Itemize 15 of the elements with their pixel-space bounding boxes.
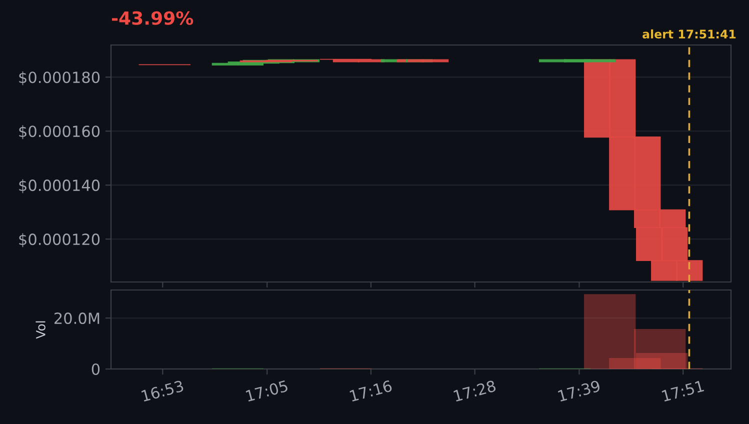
y-tick-label: $0.000140 xyxy=(19,179,100,194)
x-tick-label: 16:53 xyxy=(141,380,184,402)
x-tick-label: 17:28 xyxy=(453,380,496,402)
x-tick-label: 17:51 xyxy=(662,380,704,402)
text: alert 17:51:41 xyxy=(642,29,736,39)
x-tick-label: 17:16 xyxy=(349,380,392,402)
y-tick-label: 0 xyxy=(92,363,100,376)
y-axis-title: Vol xyxy=(36,321,46,339)
x-tick-label: 17:39 xyxy=(558,380,601,402)
y-tick-label: 20.0M xyxy=(54,312,100,324)
y-tick-label: $0.000120 xyxy=(19,233,100,248)
y-tick-label: $0.000160 xyxy=(19,125,100,140)
y-tick-label: $0.000180 xyxy=(19,71,100,86)
x-tick-label: 17:05 xyxy=(246,380,288,402)
chart-title: -43.99% xyxy=(112,11,194,25)
